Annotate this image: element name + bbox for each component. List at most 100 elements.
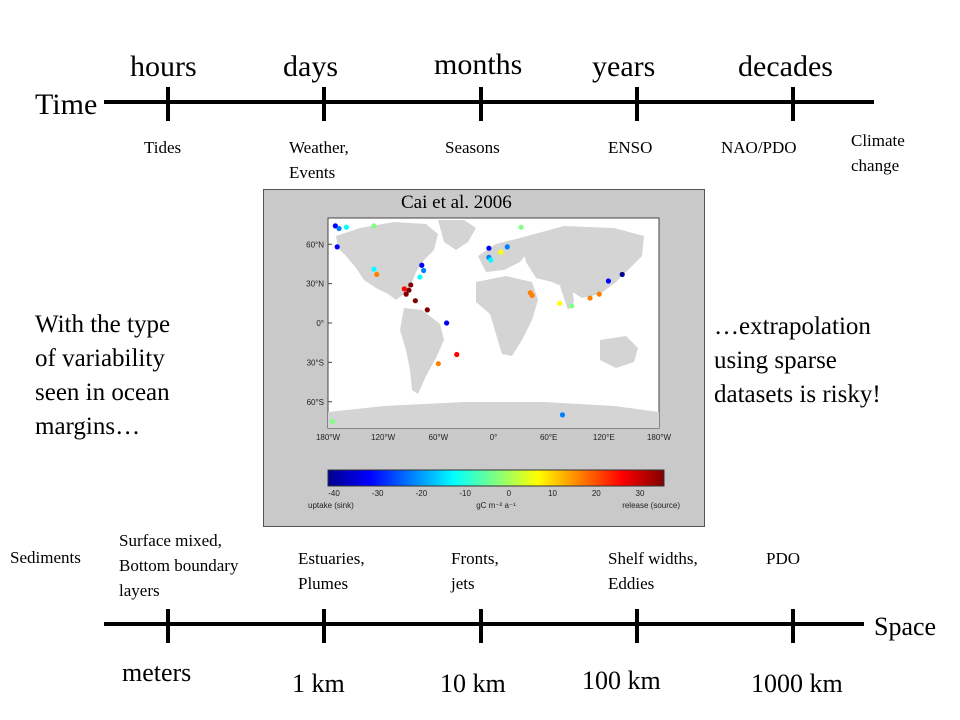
colorbar-tick-label: -30 — [372, 489, 384, 498]
lon-label: 180°W — [316, 433, 341, 442]
site-marker — [559, 412, 566, 418]
left-statement: With the type of variability seen in ocea… — [35, 311, 171, 440]
site-marker — [619, 271, 625, 278]
site-marker — [488, 257, 494, 263]
lat-label: 60°N — [306, 240, 324, 249]
time-tick-years — [635, 87, 639, 121]
colorbar-tick-label: -40 — [328, 489, 340, 498]
space-phenomenon-mixed-layers: Surface mixed, Bottom boundary layers — [119, 531, 239, 600]
colorbar-tick-label: 20 — [592, 489, 601, 498]
site-marker — [557, 300, 563, 306]
lon-label: 120°W — [371, 433, 396, 442]
space-axis-line — [104, 622, 864, 626]
colorbar: -40 -30 -20 -10 0 10 20 30 uptake (sink) gC m⁻² a… — [308, 469, 680, 510]
site-marker — [336, 225, 342, 232]
time-phenomenon-tides: Tides — [144, 138, 182, 157]
lat-label: 0° — [316, 319, 324, 328]
space-phenomenon-shelf: Shelf widths, Eddies — [608, 549, 698, 593]
site-marker — [529, 292, 535, 299]
time-phenomenon-seasons: Seasons — [445, 138, 500, 157]
colorbar-unit-label: gC m⁻² a⁻¹ — [476, 501, 516, 510]
space-tick-1km — [322, 609, 326, 643]
lon-label: 180°W — [647, 433, 672, 442]
space-tick-meters — [166, 609, 170, 643]
lat-label: 30°N — [306, 280, 324, 289]
space-scale-10km: 10 km — [440, 669, 506, 698]
space-phenomenon-estuaries: Estuaries, Plumes — [298, 549, 365, 593]
lon-label: 60°E — [540, 433, 557, 442]
colorbar-tick-label: -10 — [459, 489, 471, 498]
map-credit: Cai et al. 2006 — [401, 192, 512, 213]
time-tick-days — [322, 87, 326, 121]
lat-label: 60°S — [307, 398, 324, 407]
space-scale-1000km: 1000 km — [751, 669, 843, 698]
colorbar-tick-label: 30 — [636, 489, 645, 498]
site-marker — [412, 298, 418, 304]
site-marker — [329, 418, 336, 425]
right-statement: …extrapolation using sparse datasets is r… — [714, 313, 881, 408]
time-phenomenon-weather: Weather, Events — [289, 138, 349, 182]
lon-label: 60°W — [429, 433, 449, 442]
space-phenomenon-pdo: PDO — [766, 549, 801, 568]
site-marker — [518, 224, 524, 230]
colorbar-tick-label: 0 — [507, 489, 512, 498]
space-axis-label: Space — [874, 612, 937, 641]
time-phenomenon-enso: ENSO — [608, 138, 653, 157]
space-phenomenon-sediments: Sediments — [10, 548, 81, 567]
site-marker — [454, 351, 460, 358]
site-marker — [371, 223, 377, 229]
site-marker — [596, 291, 602, 297]
time-scale-months: months — [434, 48, 523, 81]
site-marker — [444, 320, 450, 326]
colorbar-tick-label: -20 — [416, 489, 428, 498]
time-axis-label: Time — [35, 88, 98, 121]
site-marker — [408, 282, 414, 288]
time-axis-line — [104, 100, 874, 104]
site-marker — [421, 267, 427, 274]
lat-label: 30°S — [307, 358, 324, 367]
site-marker — [587, 295, 593, 301]
site-markers — [329, 223, 625, 425]
world-map: 60°N 30°N 0° 30°S 60°S 180°W 120°W 60°W 0° 60°E 12… — [306, 217, 680, 510]
site-marker — [605, 278, 612, 284]
flux-map-figure: 60°N 30°N 0° 30°S 60°S 180°W 120°W 60°W 0° 60°E 12… — [263, 189, 705, 527]
lon-label: 0° — [490, 433, 498, 442]
site-marker — [401, 286, 407, 292]
space-tick-100km — [635, 609, 639, 643]
time-tick-decades — [791, 87, 795, 121]
site-marker — [371, 266, 377, 272]
site-marker — [569, 303, 575, 309]
site-marker — [417, 274, 423, 280]
space-tick-10km — [479, 609, 483, 643]
site-marker — [403, 291, 409, 297]
site-marker — [424, 307, 430, 313]
site-marker — [419, 262, 425, 268]
site-marker — [435, 361, 441, 367]
time-tick-months — [479, 87, 483, 121]
time-scale-years: years — [592, 50, 656, 83]
time-scale-decades: decades — [738, 50, 833, 83]
lon-label: 120°E — [593, 433, 615, 442]
time-phenomenon-climate: Climate change — [851, 131, 905, 175]
continents — [328, 220, 659, 428]
colorbar-source-label: release (source) — [622, 501, 680, 510]
site-marker — [374, 271, 380, 278]
site-marker — [332, 223, 338, 229]
site-marker — [486, 245, 492, 251]
space-scale-1km: 1 km — [292, 669, 345, 698]
time-scale-days: days — [283, 50, 338, 83]
site-marker — [334, 244, 340, 250]
colorbar-gradient — [327, 469, 665, 487]
colorbar-sink-label: uptake (sink) — [308, 501, 354, 510]
site-marker — [498, 249, 504, 255]
space-scale-100km: 100 km — [582, 666, 661, 695]
time-tick-hours — [166, 87, 170, 121]
site-marker — [343, 224, 349, 230]
site-marker — [406, 287, 412, 293]
space-scale-meters: meters — [122, 658, 192, 687]
site-marker — [504, 244, 510, 250]
space-tick-1000km — [791, 609, 795, 643]
time-scale-hours: hours — [130, 50, 197, 83]
colorbar-tick-label: 10 — [548, 489, 557, 498]
time-phenomenon-nao-pdo: NAO/PDO — [721, 138, 797, 157]
